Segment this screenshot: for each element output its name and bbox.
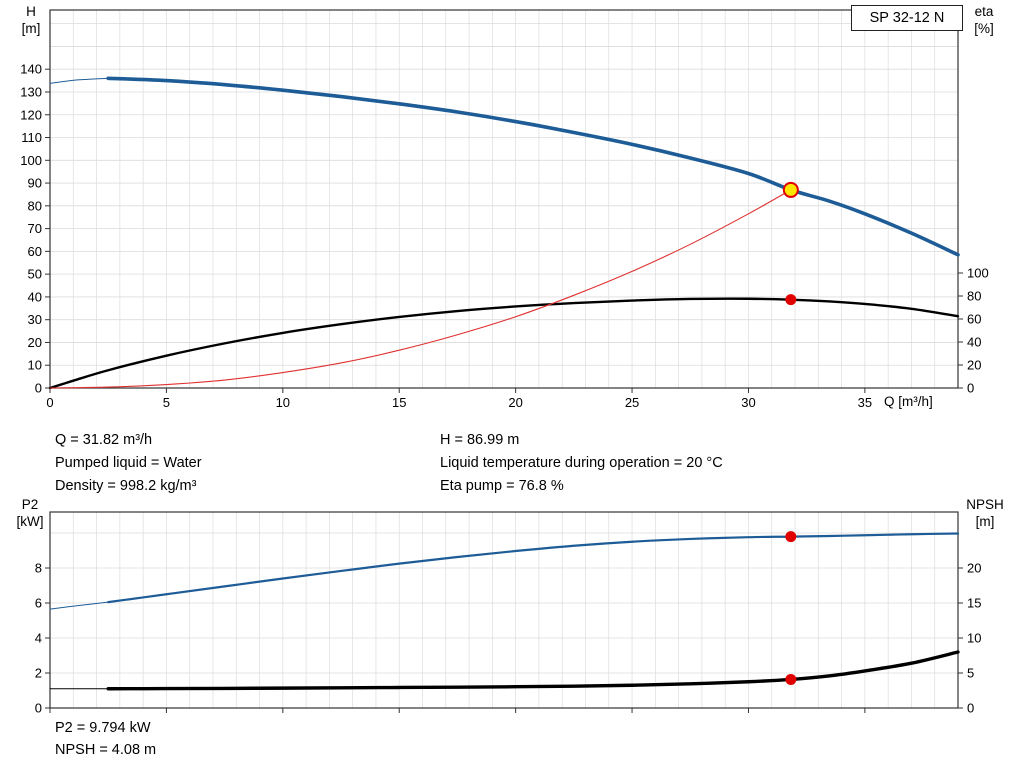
p2-axis-unit: [kW] [16,514,44,529]
relative-power-curve [49,189,792,389]
p2-npsh-chart: 0 2 4 6 8 0 5 10 15 20 [35,511,982,716]
axis-ticks: 0102030405060708090100110120130140020406… [20,62,988,410]
p2-value-text: P2 = 9.794 kW [55,720,151,736]
y-right-tick-label: 20 [967,358,981,373]
duty-point-npsh [785,673,797,685]
eta-axis-label: eta [%] [962,3,1006,37]
npsh-axis-label: NPSH [m] [958,496,1012,530]
y-left-tick-label: 40 [28,289,42,304]
y-right-tick-label: 15 [967,596,981,611]
y-right-tick-label: 0 [967,701,974,716]
y-left-tick-label: 140 [20,62,42,77]
y-left-tick-label: 50 [28,267,42,282]
y-left-tick-label: 2 [35,666,42,681]
duty-point-eta [785,294,797,306]
p2-axis-label: P2 [kW] [10,496,50,530]
hq-eta-chart: 0102030405060708090100110120130140020406… [20,9,989,410]
y-right-tick-label: 60 [967,312,981,327]
eta-pump-text: Eta pump = 76.8 % [440,478,564,494]
y-left-tick-label: 60 [28,244,42,259]
plot-frame [49,511,959,709]
y-left-tick-label: 20 [28,335,42,350]
y-left-tick-label: 10 [28,358,42,373]
eta-axis-symbol: eta [974,4,994,19]
y-right-tick-label: 20 [967,561,981,576]
pumped-liquid-text: Pumped liquid = Water [55,455,202,471]
h-axis-unit: [m] [21,21,41,36]
q-axis-label: Q [m³/h] [884,394,933,409]
density-text: Density = 998.2 kg/m³ [55,478,197,494]
y-right-tick-label: 10 [967,631,981,646]
duty-point-head [782,181,799,198]
pump-type-badge: SP 32-12 N [851,5,963,31]
q-value-text: Q = 31.82 m³/h [55,432,153,448]
y-left-tick-label: 8 [35,561,42,576]
p2-curve-low-flow [49,601,109,610]
efficiency-curve [48,297,960,390]
y-right-tick-label: 80 [967,289,981,304]
x-tick-label: 30 [741,395,755,410]
y-left-tick-label: 30 [28,312,42,327]
axis-ticks: 0 2 4 6 8 0 5 10 15 20 [35,561,982,716]
x-tick-label: 20 [508,395,522,410]
p2-npsh-info: P2 = 9.794 kW NPSH = 4.08 m [55,717,156,761]
y-left-tick-label: 80 [28,198,42,213]
y-right-tick-label: 0 [967,381,974,396]
head-curve [106,76,960,257]
x-tick-label: 15 [392,395,406,410]
y-right-tick-label: 5 [967,666,974,681]
y-left-tick-label: 0 [35,381,42,396]
y-left-tick-label: 70 [28,221,42,236]
y-right-tick-label: 100 [967,266,989,281]
p2-axis-symbol: P2 [21,497,39,512]
p2-curve [107,532,960,604]
head-curve-low-flow [49,77,109,84]
y-left-tick-label: 0 [35,701,42,716]
x-tick-label: 35 [858,395,872,410]
npsh-value-text: NPSH = 4.08 m [55,742,157,758]
npsh-axis-unit: [m] [975,514,995,529]
npsh-curve [106,650,960,691]
y-left-tick-label: 90 [28,176,42,191]
y-left-tick-label: 100 [20,153,42,168]
npsh-axis-symbol: NPSH [966,497,1004,512]
h-value-text: H = 86.99 m [440,432,520,448]
duty-info-column-1: Q = 31.82 m³/h Pumped liquid = Water Den… [55,429,202,498]
gridlines [50,10,958,388]
y-left-tick-label: 110 [21,130,42,145]
x-tick-label: 10 [276,395,290,410]
duty-point-p2 [785,531,797,543]
x-tick-label: 0 [46,395,53,410]
x-tick-label: 5 [163,395,170,410]
plot-frame [49,9,959,389]
y-right-tick-label: 40 [967,335,981,350]
h-axis-label: H [m] [13,3,49,37]
duty-info-column-2: H = 86.99 m Liquid temperature during op… [440,429,723,498]
h-axis-symbol: H [26,4,36,19]
y-left-tick-label: 130 [20,84,42,99]
y-left-tick-label: 120 [20,107,42,122]
x-tick-label: 25 [625,395,639,410]
eta-axis-unit: [%] [974,21,994,36]
liquid-temperature-text: Liquid temperature during operation = 20… [440,455,723,471]
y-left-tick-label: 4 [35,631,42,646]
gridlines [50,512,958,708]
y-left-tick-label: 6 [35,596,42,611]
